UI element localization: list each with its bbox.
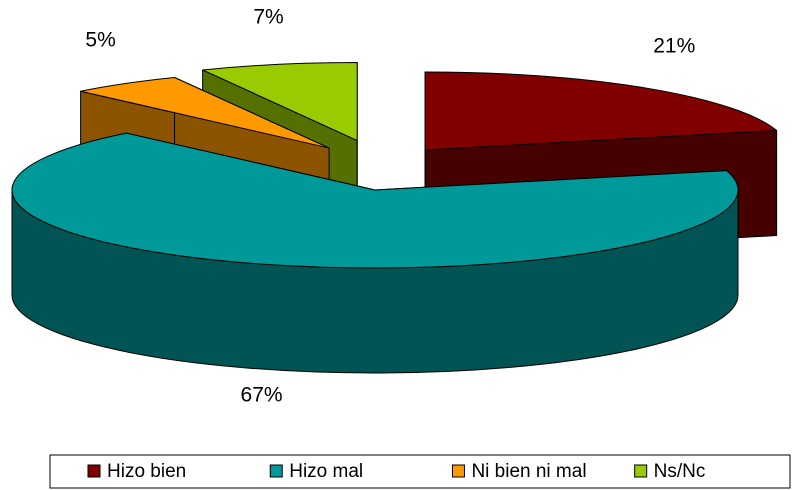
legend-label: Hizo mal <box>289 461 363 482</box>
slice <box>11 132 739 374</box>
data-label: 5% <box>85 29 115 52</box>
pie: 21% 67% 5% 7% <box>11 5 778 407</box>
legend-box <box>49 454 791 489</box>
data-label: 7% <box>253 5 283 28</box>
slice-top <box>11 132 739 269</box>
legend-swatch <box>634 464 648 478</box>
legend-swatch <box>87 464 101 478</box>
slice-top <box>424 71 778 151</box>
legend-label: Hizo bien <box>107 461 186 482</box>
legend: Hizo bien Hizo mal Ni bien ni mal Ns/Nc <box>49 454 791 489</box>
legend-label: Ns/Nc <box>654 461 706 482</box>
data-label: 67% <box>241 384 283 407</box>
legend-swatch <box>269 464 283 478</box>
data-label: 21% <box>653 34 695 57</box>
legend-swatch <box>451 464 465 478</box>
legend-label: Ni bien ni mal <box>471 461 586 482</box>
slice-top <box>202 62 358 142</box>
slice-top <box>80 76 330 149</box>
